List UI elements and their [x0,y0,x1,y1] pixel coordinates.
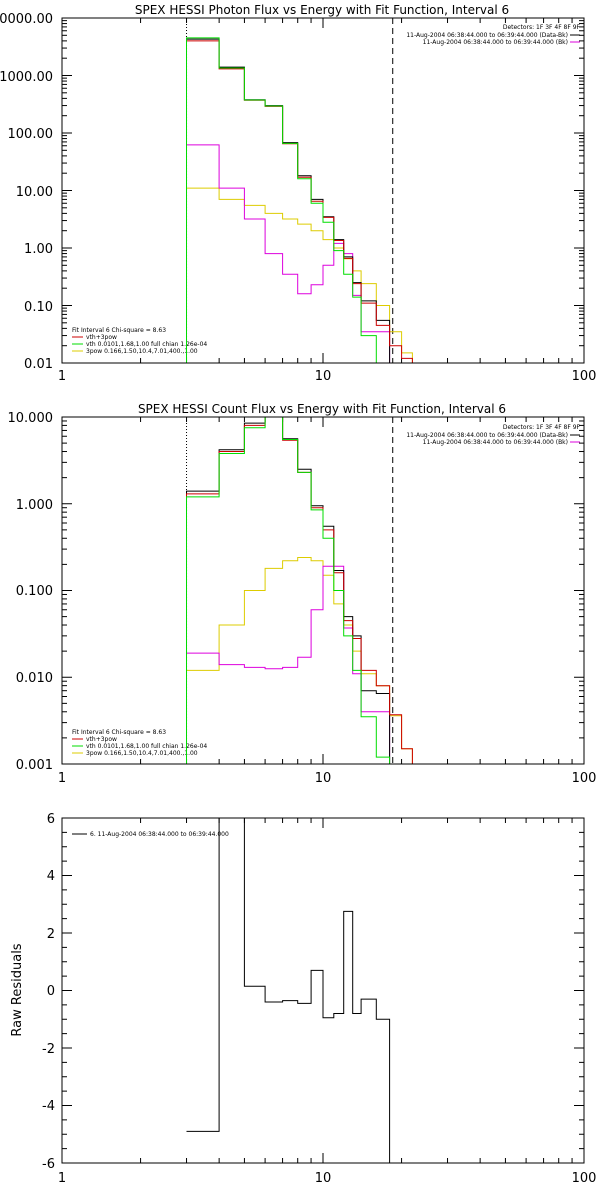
panel3-plot-frame [61,817,585,1164]
panel3-series [186,817,391,1163]
panel2-ytick-label: 10.000 [8,411,54,426]
panel2-range-lines [186,417,394,764]
panel3-ytick-label: -4 [42,1099,55,1114]
panel2-title: SPEX HESSI Count Flux vs Energy with Fit… [138,402,506,416]
series-line [186,40,413,363]
panel1-ytick-label: 0.01 [24,357,53,372]
panel3-ylabel: Raw Residuals [10,943,25,1036]
series-line [186,37,377,363]
panel2-legend-fit-0: vth+3pow [86,736,117,743]
panel2-fit-header: Fit Interval 6 Chi-square = 8.63 [72,729,166,736]
panel1-ticks [61,18,584,364]
panel1-title: SPEX HESSI Photon Flux vs Energy with Fi… [135,3,509,17]
panel2-ytick-label: 1.000 [16,498,53,513]
panel1-xtick-label-10: 10 [315,369,332,384]
panel3-ytick-label: -2 [42,1042,55,1057]
panel3-ytick-label: 4 [47,869,55,884]
panel1-ytick-label: 10000.00 [0,12,53,27]
series-line [186,416,391,764]
residuals-panel: 6. 11-Aug-2004 06:38:44.000 to 06:39:44.… [10,812,596,1186]
panel3-ytick-label: 6 [47,812,55,827]
panel1-legend-top-1: 11-Aug-2004 06:38:44.000 to 06:39:44.000… [423,39,568,46]
series-line [186,187,413,363]
panel3-xtick-label-100: 100 [572,1171,597,1186]
panel3-ytick-labels: -6 -4 -2 0 2 4 6 [42,812,55,1172]
series-line [186,817,391,1163]
panel2-ytick-label: 0.100 [16,584,53,599]
panel2-ytick-labels: 0.001 0.010 0.100 1.000 10.000 [8,411,54,773]
panel2-ytick-label: 0.001 [16,758,53,773]
panel1-fit-header: Fit Interval 6 Chi-square = 8.63 [72,327,166,334]
panel1-ytick-label: 100.00 [8,127,54,142]
panel2-plot-frame [61,416,585,765]
panel2-legend-fit-1: vth 0.0101,1.68,1.00 full chian 1.26e-04 [86,743,207,750]
count-flux-panel: SPEX HESSI Count Flux vs Energy with Fit… [8,402,597,786]
panel1-range-lines [186,18,394,363]
panel2-series [186,416,413,764]
photon-flux-panel: SPEX HESSI Photon Flux vs Energy with Fi… [0,3,596,384]
panel2-legend-swatches [72,434,580,754]
panel2-xtick-label-100: 100 [572,771,597,786]
panel1-ytick-label: 0.10 [24,300,53,315]
panel2-detectors-label: Detectors: 1F 3F 4F 8F 9F [503,424,581,431]
panel3-xtick-label-1: 1 [58,1171,66,1186]
panel1-legend-top-0: 11-Aug-2004 06:38:44.000 to 06:39:44.000… [406,32,568,39]
panel2-xtick-label-1: 1 [58,771,66,786]
panel3-legend-0: 6. 11-Aug-2004 06:38:44.000 to 06:39:44.… [90,831,229,838]
series-line [186,565,391,764]
panel1-legend-fit-1: vth 0.0101,1.68,1.00 full chian 1.26e-04 [86,341,207,348]
panel3-xtick-label-10: 10 [315,1171,332,1186]
panel1-legend-fit-0: vth+3pow [86,334,117,341]
panel2-legend-top-0: 11-Aug-2004 06:38:44.000 to 06:39:44.000… [406,432,568,439]
panel3-ytick-label: -6 [42,1157,55,1172]
panel1-ytick-label: 1000.00 [0,70,53,85]
panel2-ytick-label: 0.010 [16,671,53,686]
series-line [186,416,413,764]
panel1-xtick-label-100: 100 [572,369,597,384]
panel3-ytick-label: 2 [47,927,55,942]
panel1-legend-fit-2: 3pow 0.166,1.50,10.4,7.01,400.,1.00 [86,348,198,355]
panel1-ytick-labels: 0.01 0.10 1.00 10.00 100.00 1000.00 1000… [0,12,53,372]
series-line [186,144,391,363]
panel3-ytick-label: 0 [47,984,55,999]
series-line [186,38,391,363]
panel1-series [186,37,413,363]
panel1-ytick-label: 10.00 [16,185,53,200]
panel1-plot-frame [61,17,585,364]
panel1-legend-swatches [72,34,580,352]
panel1-detectors-label: Detectors: 1F 3F 4F 8F 9F [503,24,581,31]
series-line [186,416,391,764]
panel2-legend-top-1: 11-Aug-2004 06:38:44.000 to 06:39:44.000… [423,439,568,446]
series-line [186,557,413,764]
panel1-ytick-label: 1.00 [24,242,53,257]
panel2-ticks [61,417,584,765]
panel2-legend-fit-2: 3pow 0.166,1.50,10.4,7.01,400.,1.00 [86,750,198,757]
panel2-xtick-label-10: 10 [315,771,332,786]
panel1-xtick-label-1: 1 [58,369,66,384]
